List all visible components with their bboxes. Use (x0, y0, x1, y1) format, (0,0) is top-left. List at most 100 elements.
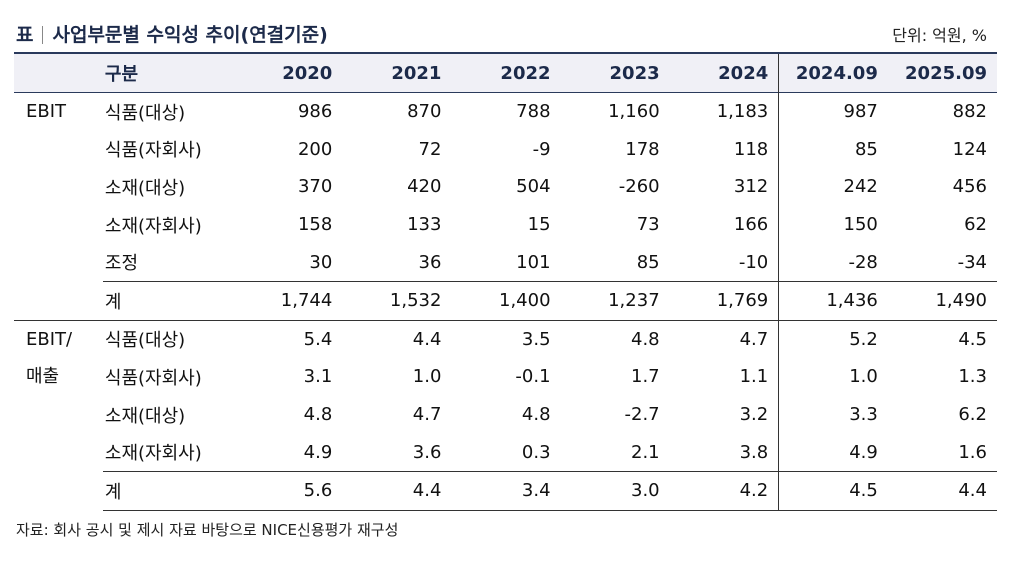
value-cell: 420 (407, 176, 442, 198)
table-row: 소재(자회사) 4.9 3.6 0.3 2.1 3.8 4.9 1.6 (14, 433, 997, 472)
value-cell: 788 (516, 101, 551, 123)
value-cell: 200 (297, 138, 333, 160)
header-year: 2020 (233, 53, 343, 93)
value-cell: 4.4 (342, 319, 452, 359)
row-label: 식품(대상) (102, 319, 234, 359)
value-cell: 118 (733, 138, 769, 160)
value-cell: 1,160 (608, 101, 660, 123)
header-row: 구분 2020 2021 2022 2023 2024 2024.09 2025… (14, 53, 997, 93)
value-cell: 504 (516, 176, 551, 198)
value-cell: 3.2 (739, 404, 769, 426)
value-cell: 882 (952, 101, 987, 123)
value-cell: 4.7 (669, 319, 779, 359)
unit-label: 단위: 억원, % (892, 26, 987, 45)
row-label: 계 (102, 470, 234, 511)
value-cell: 3.3 (778, 395, 888, 434)
table-row: 소재(대상) 370 420 504 -260 312 242 456 (14, 168, 997, 206)
value-cell: 1,400 (451, 280, 561, 321)
value-cell: 5.6 (233, 470, 343, 511)
value-cell: 4.8 (560, 319, 670, 359)
value-cell: -28 (778, 243, 888, 282)
header-year: 2024.09 (778, 53, 888, 93)
value-cell: -0.1 (515, 366, 551, 388)
value-cell: 85 (778, 130, 888, 169)
title-divider (42, 26, 44, 44)
value-cell: 1.6 (958, 441, 987, 463)
value-cell: 242 (778, 168, 888, 206)
header-year: 2024 (669, 53, 779, 93)
value-cell: 3.8 (739, 441, 769, 463)
value-cell: 5.2 (778, 319, 888, 359)
value-cell: 3.4 (451, 470, 561, 511)
table-row: 계 1,744 1,532 1,400 1,237 1,769 1,436 1,490 (14, 280, 997, 321)
group-label-line: EBIT (26, 101, 67, 122)
row-label: 소재(자회사) (104, 443, 202, 465)
header-year: 2025.09 (887, 53, 997, 93)
value-cell: 4.5 (887, 319, 997, 359)
value-cell: 4.8 (521, 404, 551, 426)
value-cell: 1.7 (631, 366, 660, 388)
title-text: 사업부문별 수익성 추이(연결기준) (52, 24, 328, 46)
table-row: 소재(대상) 4.8 4.7 4.8 -2.7 3.2 3.3 6.2 (14, 395, 997, 434)
value-cell: 1.0 (778, 358, 888, 396)
row-label: 계 (102, 280, 234, 321)
value-cell: 3.6 (412, 441, 442, 463)
row-group-label: EBIT (14, 93, 103, 321)
value-cell: 4.2 (669, 470, 779, 511)
value-cell: 3.5 (451, 319, 561, 359)
value-cell: 178 (625, 138, 660, 160)
value-cell: 4.4 (887, 470, 997, 511)
row-label: 소재(자회사) (104, 215, 202, 237)
row-label: 식품(대상) (104, 102, 186, 124)
header-year: 2021 (342, 53, 452, 93)
row-label: 식품(자회사) (104, 140, 202, 162)
value-cell: 101 (516, 251, 551, 273)
value-cell: 4.4 (342, 470, 452, 511)
value-cell: 62 (964, 214, 987, 236)
row-label: 식품(자회사) (104, 367, 202, 389)
value-cell: 6.2 (958, 404, 987, 426)
value-cell: 133 (407, 214, 442, 236)
table-row: 식품(자회사) 200 72 -9 178 118 85 124 (14, 130, 997, 169)
group-label-line: EBIT/ (26, 328, 73, 350)
value-cell: -2.7 (624, 404, 660, 426)
value-cell: 72 (418, 138, 442, 160)
value-cell: 158 (297, 214, 333, 236)
table-title: 표 사업부문별 수익성 추이(연결기준) (16, 20, 328, 47)
value-cell: -260 (618, 176, 660, 198)
value-cell: 987 (778, 92, 888, 131)
value-cell: 986 (297, 101, 333, 123)
value-cell: 1,769 (669, 280, 779, 321)
value-cell: 73 (636, 214, 660, 236)
value-cell: 1,532 (342, 280, 452, 321)
value-cell: 30 (309, 251, 333, 273)
value-cell: 124 (952, 138, 987, 160)
value-cell: 4.8 (303, 404, 333, 426)
row-label: 소재(대상) (104, 177, 186, 199)
value-cell: 312 (733, 176, 769, 198)
value-cell: 370 (297, 176, 333, 198)
value-cell: 1,744 (233, 280, 343, 321)
value-cell: 5.4 (233, 319, 343, 359)
source-note: 자료: 회사 공시 및 제시 자료 바탕으로 NICE신용평가 재구성 (16, 521, 399, 539)
value-cell: -9 (532, 138, 551, 160)
value-cell: 36 (418, 251, 442, 273)
value-cell: 3.0 (560, 470, 670, 511)
profitability-table: 구분 2020 2021 2022 2023 2024 2024.09 2025… (14, 52, 997, 511)
row-group-label: EBIT/매출 (14, 319, 103, 511)
header-year: 2022 (451, 53, 561, 93)
value-cell: 3.1 (303, 366, 333, 388)
title-label: 표 (16, 24, 34, 46)
header-category: 구분 (102, 53, 234, 93)
value-cell: 1,237 (560, 280, 670, 321)
value-cell: 150 (778, 205, 888, 244)
value-cell: 456 (952, 176, 987, 198)
value-cell: 1,490 (887, 280, 997, 321)
value-cell: 2.1 (631, 441, 660, 463)
table-row: EBIT/매출 식품(대상) 5.4 4.4 3.5 4.8 4.7 5.2 4.5 (14, 319, 997, 511)
group-label-line: 매출 (26, 366, 60, 388)
value-cell: 4.9 (778, 433, 888, 472)
value-cell: 1.1 (739, 366, 769, 388)
table-row: 소재(자회사) 158 133 15 73 166 150 62 (14, 205, 997, 244)
value-cell: 1,436 (778, 280, 888, 321)
